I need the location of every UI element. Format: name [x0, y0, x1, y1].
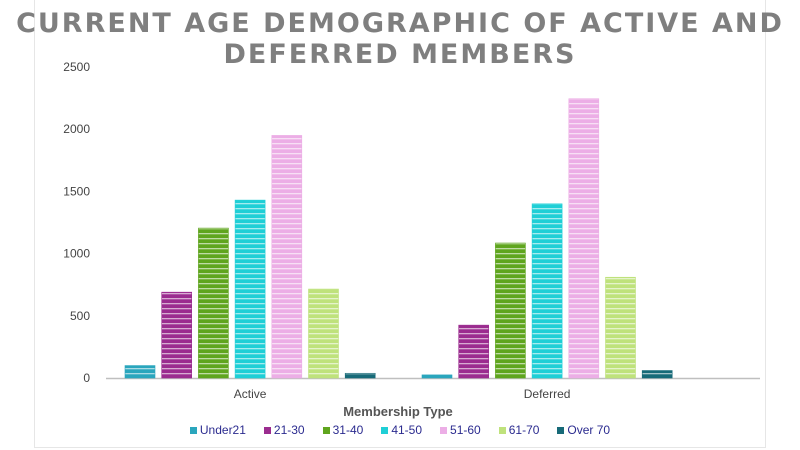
legend-item: Over 70: [557, 423, 610, 437]
y-tick-label: 2500: [63, 60, 90, 74]
bar-active-under21: [124, 365, 156, 379]
bar-deferred-21-30: [458, 324, 490, 379]
legend-item: 41-50: [381, 423, 422, 437]
legend-swatch: [440, 426, 448, 434]
legend-label: 51-60: [450, 423, 481, 437]
chart-title: CURRENT AGE DEMOGRAPHIC OF ACTIVE AND DE…: [16, 8, 784, 70]
bar-deferred-under21: [421, 374, 453, 379]
bar-deferred-61-70: [605, 276, 636, 379]
bar-deferred-31-40: [495, 242, 526, 379]
legend-item: 21-30: [263, 423, 305, 437]
x-axis-title: Membership Type: [343, 404, 453, 419]
bar-active-51-60: [271, 135, 303, 379]
legend-label: Under21: [199, 423, 246, 437]
legend-swatch: [322, 426, 330, 434]
bar-deferred-over-70: [641, 370, 673, 379]
legend-swatch: [557, 426, 565, 434]
bar-deferred-51-60: [568, 98, 600, 379]
bar-deferred-41-50: [531, 203, 563, 379]
legend-item: Under21: [189, 423, 246, 437]
legend-item: 61-70: [498, 423, 540, 437]
y-tick-label: 1500: [63, 184, 90, 198]
legend-swatch: [189, 426, 197, 434]
bar-active-41-50: [234, 199, 266, 379]
legend: Under21 21-30 31-40 41-50 51-60 61-70 Over 70: [0, 423, 800, 437]
legend-swatch: [263, 426, 271, 434]
legend-item: 31-40: [322, 423, 364, 437]
legend-label: 31-40: [332, 423, 364, 437]
legend-label: 21-30: [273, 423, 305, 437]
legend-item: 51-60: [440, 423, 481, 437]
legend-label: 61-70: [508, 423, 540, 437]
bar-active-31-40: [198, 227, 229, 379]
y-tick-label: 1000: [63, 247, 90, 261]
y-tick-label: 500: [70, 309, 90, 323]
y-tick-label: 0: [83, 371, 90, 385]
bar-active-over-70: [344, 372, 376, 379]
legend-swatch: [381, 426, 389, 434]
legend-label: Over 70: [567, 423, 611, 437]
legend-swatch: [498, 426, 506, 434]
x-category-label: Deferred: [524, 387, 571, 401]
x-category-label: Active: [234, 387, 267, 401]
legend-label: 41-50: [391, 423, 423, 437]
chart-frame: [34, 0, 766, 448]
y-tick-label: 2000: [63, 122, 90, 136]
bar-active-21-30: [161, 291, 192, 379]
bar-active-61-70: [308, 288, 339, 379]
